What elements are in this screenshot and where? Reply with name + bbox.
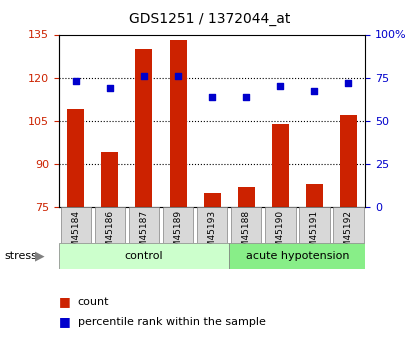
Point (243, 94, 249, 99)
Point (107, 85, 113, 91)
Text: GSM45189: GSM45189 (173, 210, 183, 259)
Bar (238, 187, 255, 207)
Point (141, 73, 147, 79)
Bar (94, 207, 125, 243)
Bar (231, 207, 262, 243)
Bar (229, 243, 365, 269)
Text: stress: stress (4, 251, 37, 261)
Bar (265, 207, 296, 243)
Text: ▶: ▶ (34, 249, 44, 263)
Text: count: count (78, 297, 109, 307)
Text: GSM45190: GSM45190 (276, 210, 285, 259)
Bar (306, 184, 323, 207)
Point (345, 80, 352, 86)
Point (209, 94, 215, 99)
Bar (60, 207, 91, 243)
Text: GSM45186: GSM45186 (105, 210, 114, 259)
Text: GSM45192: GSM45192 (344, 210, 353, 259)
Bar (101, 152, 118, 207)
Point (175, 73, 181, 79)
Bar (197, 207, 228, 243)
Bar (129, 207, 159, 243)
Text: percentile rank within the sample: percentile rank within the sample (78, 317, 265, 326)
Text: ■: ■ (59, 295, 71, 308)
Text: acute hypotension: acute hypotension (246, 251, 349, 261)
Bar (67, 109, 84, 207)
Bar (135, 49, 152, 207)
Bar (340, 115, 357, 207)
Text: GDS1251 / 1372044_at: GDS1251 / 1372044_at (129, 12, 291, 26)
Text: GSM45187: GSM45187 (139, 210, 148, 259)
Text: control: control (125, 251, 163, 261)
Text: GSM45191: GSM45191 (310, 210, 319, 259)
Text: ■: ■ (59, 315, 71, 328)
Bar (272, 124, 289, 207)
Point (73, 78, 79, 84)
Bar (333, 207, 364, 243)
Point (311, 89, 318, 94)
Bar (163, 207, 193, 243)
Text: GSM45184: GSM45184 (71, 210, 80, 259)
Bar (299, 207, 330, 243)
Bar (59, 243, 229, 269)
Text: GSM45193: GSM45193 (207, 210, 217, 259)
Text: GSM45188: GSM45188 (241, 210, 251, 259)
Bar (204, 193, 220, 207)
Point (277, 83, 284, 89)
Bar (170, 40, 186, 207)
